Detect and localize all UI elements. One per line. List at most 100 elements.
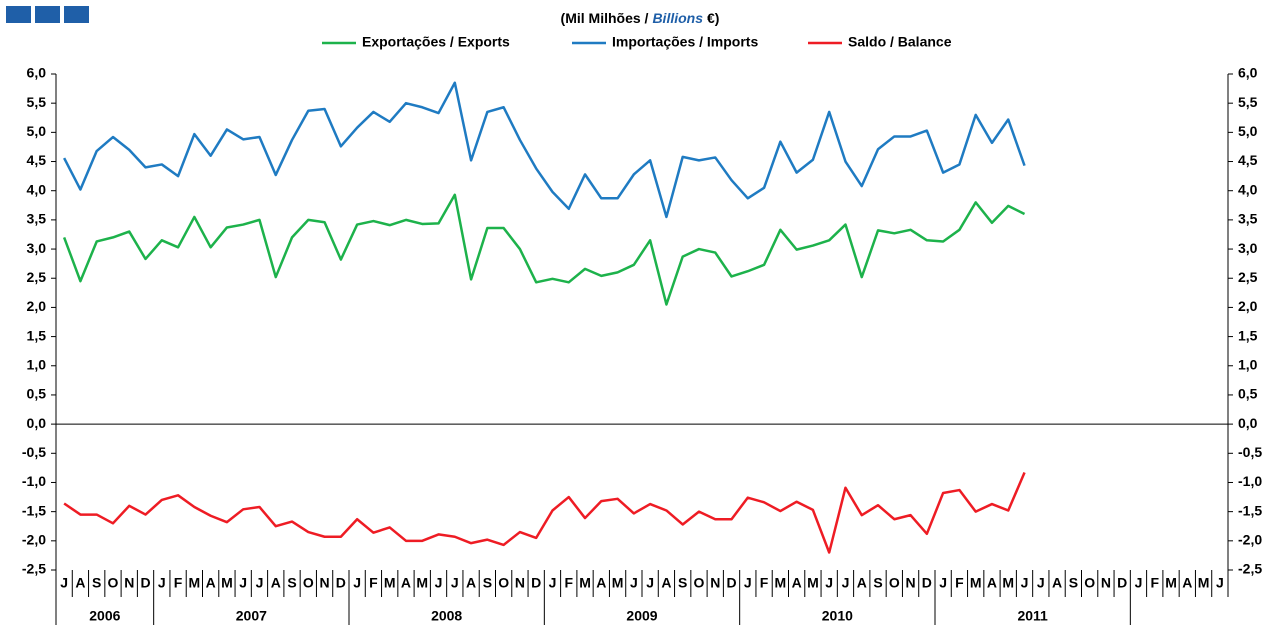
y2-tick-label: -2,0 <box>1238 532 1262 548</box>
x-tick-label: D <box>726 575 736 591</box>
series-line <box>63 472 1026 554</box>
x-tick-label: D <box>531 575 541 591</box>
y-tick-label: -0,5 <box>22 444 46 460</box>
y-tick-label: 1,0 <box>27 356 47 372</box>
x-tick-label: F <box>1150 575 1159 591</box>
y-tick-label: 0,5 <box>27 386 47 402</box>
x-tick-label: J <box>435 575 443 591</box>
x-tick-label: F <box>955 575 964 591</box>
logo-block <box>6 6 31 23</box>
x-tick-label: J <box>239 575 247 591</box>
x-tick-label: O <box>1084 575 1095 591</box>
x-tick-label: A <box>596 575 606 591</box>
x-tick-label: J <box>744 575 752 591</box>
x-tick-label: N <box>515 575 525 591</box>
x-tick-label: D <box>922 575 932 591</box>
y2-tick-label: 1,0 <box>1238 356 1258 372</box>
x-tick-label: F <box>369 575 378 591</box>
x-tick-label: J <box>1021 575 1029 591</box>
x-tick-label: O <box>303 575 314 591</box>
series-line <box>62 193 1026 306</box>
y2-tick-label: 3,5 <box>1238 211 1258 227</box>
x-tick-label: A <box>987 575 997 591</box>
y-tick-label: 6,0 <box>27 65 47 81</box>
x-tick-label: A <box>75 575 85 591</box>
x-tick-label: A <box>1182 575 1192 591</box>
x-tick-label: M <box>579 575 591 591</box>
year-label: 2008 <box>431 608 462 624</box>
x-tick-label: A <box>466 575 476 591</box>
x-tick-label: M <box>1198 575 1210 591</box>
y-tick-label: 1,5 <box>27 327 47 343</box>
x-tick-label: N <box>906 575 916 591</box>
y-tick-label: -2,0 <box>22 532 46 548</box>
x-tick-label: J <box>1037 575 1045 591</box>
x-tick-label: A <box>1052 575 1062 591</box>
y2-tick-label: 2,0 <box>1238 298 1258 314</box>
x-tick-label: S <box>287 575 296 591</box>
y-tick-label: 5,5 <box>27 94 47 110</box>
y2-tick-label: 4,5 <box>1238 152 1258 168</box>
x-tick-label: J <box>256 575 264 591</box>
y-tick-label: 3,0 <box>27 240 47 256</box>
y2-tick-label: 0,0 <box>1238 415 1258 431</box>
legend-label: Exportações / Exports <box>362 34 510 50</box>
y-tick-label: 4,5 <box>27 152 47 168</box>
x-tick-label: M <box>612 575 624 591</box>
chart-title: (Mil Milhões / Billions €) <box>561 10 720 26</box>
x-tick-label: J <box>646 575 654 591</box>
x-tick-label: O <box>108 575 119 591</box>
x-tick-label: J <box>825 575 833 591</box>
y-tick-label: -1,0 <box>22 473 46 489</box>
x-tick-label: J <box>158 575 166 591</box>
y2-tick-label: 2,5 <box>1238 269 1258 285</box>
x-tick-label: J <box>60 575 68 591</box>
x-tick-label: J <box>353 575 361 591</box>
logo-block <box>64 6 89 23</box>
y-tick-label: -2,5 <box>22 561 46 577</box>
x-tick-label: M <box>1165 575 1177 591</box>
year-label: 2007 <box>236 608 267 624</box>
x-tick-label: M <box>970 575 982 591</box>
y-tick-label: -1,5 <box>22 502 46 518</box>
year-label: 2010 <box>822 608 853 624</box>
x-tick-label: A <box>661 575 671 591</box>
x-tick-label: O <box>498 575 509 591</box>
x-tick-label: M <box>416 575 428 591</box>
y2-tick-label: -1,5 <box>1238 502 1262 518</box>
x-tick-label: D <box>140 575 150 591</box>
y2-tick-label: -2,5 <box>1238 561 1262 577</box>
x-tick-label: O <box>694 575 705 591</box>
year-label: 2006 <box>89 608 120 624</box>
x-tick-label: J <box>451 575 459 591</box>
x-tick-label: S <box>483 575 492 591</box>
x-tick-label: F <box>174 575 183 591</box>
x-tick-label: M <box>384 575 396 591</box>
x-tick-label: A <box>271 575 281 591</box>
x-tick-label: A <box>792 575 802 591</box>
x-tick-label: J <box>1216 575 1224 591</box>
x-tick-label: N <box>1101 575 1111 591</box>
x-tick-label: F <box>760 575 769 591</box>
y2-tick-label: 6,0 <box>1238 65 1258 81</box>
x-tick-label: M <box>807 575 819 591</box>
y-tick-label: 0,0 <box>27 415 47 431</box>
y2-tick-label: 0,5 <box>1238 386 1258 402</box>
x-tick-label: A <box>857 575 867 591</box>
y2-tick-label: 4,0 <box>1238 181 1258 197</box>
y2-tick-label: 1,5 <box>1238 327 1258 343</box>
series-line <box>63 81 1026 219</box>
year-label: 2011 <box>1017 608 1048 624</box>
legend-label: Importações / Imports <box>612 34 758 50</box>
x-tick-label: M <box>189 575 201 591</box>
y-tick-label: 2,0 <box>27 298 47 314</box>
y2-tick-label: -1,0 <box>1238 473 1262 489</box>
x-tick-label: J <box>842 575 850 591</box>
y2-tick-label: 5,5 <box>1238 94 1258 110</box>
x-tick-label: N <box>710 575 720 591</box>
y-tick-label: 5,0 <box>27 123 47 139</box>
x-tick-label: M <box>1002 575 1014 591</box>
x-tick-label: S <box>1069 575 1078 591</box>
x-tick-label: J <box>939 575 947 591</box>
